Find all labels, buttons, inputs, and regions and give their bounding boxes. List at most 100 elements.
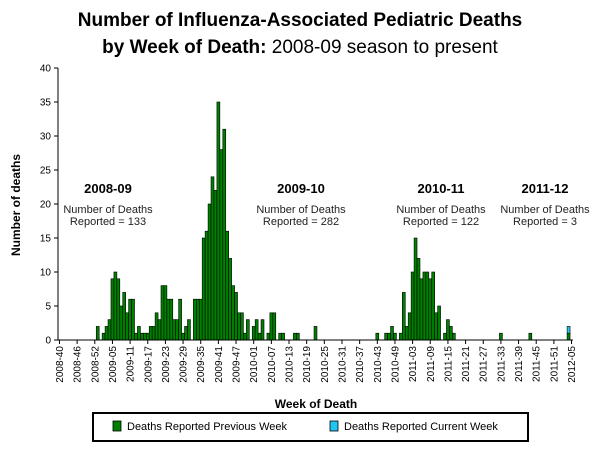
x-axis-title: Week of Death [275, 397, 357, 411]
y-tick-label: 35 [40, 98, 52, 109]
bar-previous-week [293, 332, 297, 341]
y-tick-label: 5 [45, 302, 51, 313]
bar-previous-week [313, 326, 318, 341]
bar-previous-week [160, 285, 165, 341]
bar-previous-week [425, 271, 430, 341]
season-deaths-count: Reported = 3 [513, 216, 577, 228]
bar-previous-week [134, 332, 138, 341]
bar-previous-week [101, 332, 106, 341]
bar-previous-week [422, 271, 427, 341]
bar-previous-week [95, 326, 100, 341]
bar-previous-week [231, 285, 235, 341]
season-label: 2008-09 [84, 181, 132, 196]
bar-previous-week [216, 101, 221, 341]
x-tick-label: 2010-13 [285, 346, 296, 383]
bar-previous-week [143, 332, 147, 341]
bar-previous-week [390, 326, 394, 341]
y-tick-label: 15 [40, 234, 52, 245]
bar-previous-week [431, 271, 435, 341]
legend-label-previous-week: Deaths Reported Previous Week [127, 421, 287, 433]
x-tick-label: 2011-39 [514, 346, 525, 382]
legend: Deaths Reported Previous Week Deaths Rep… [92, 412, 529, 442]
bar-previous-week [210, 176, 215, 341]
bar-previous-week [193, 298, 197, 341]
x-tick-label: 2011-27 [479, 346, 490, 382]
bar-previous-week [181, 332, 185, 341]
x-tick-label: 2011-51 [549, 346, 560, 382]
y-axis-title: Number of deaths [9, 154, 23, 256]
bar-previous-week [157, 319, 162, 341]
legend-swatch-previous-week [112, 420, 122, 432]
bar-previous-week [446, 319, 450, 341]
x-tick-label: 2009-17 [143, 346, 154, 383]
bar-previous-week [410, 271, 415, 341]
bar-previous-week [449, 326, 453, 341]
bar-previous-week [122, 292, 126, 341]
y-tick-label: 10 [40, 268, 52, 279]
bar-previous-week [416, 258, 421, 341]
bar-previous-week [443, 332, 447, 341]
bar-previous-week [163, 285, 168, 341]
y-tick-label: 20 [40, 200, 52, 211]
season-deaths-label: Number of Deaths [500, 204, 590, 216]
bar-previous-week [107, 319, 112, 341]
x-tick-label: 2010-43 [373, 346, 384, 383]
y-tick-label: 30 [40, 132, 52, 143]
bar-previous-week [240, 312, 244, 341]
season-label: 2009-10 [277, 181, 325, 196]
bar-previous-week [154, 312, 159, 341]
season-label: 2011-12 [522, 181, 569, 196]
bar-previous-week [113, 271, 118, 341]
x-tick-label: 2009-47 [232, 346, 243, 383]
x-tick-label: 2011-21 [461, 346, 472, 382]
bar-previous-week [528, 332, 533, 341]
x-tick-label: 2010-49 [390, 346, 401, 383]
bar-previous-week [125, 312, 129, 341]
season-deaths-count: Reported = 282 [263, 216, 339, 228]
bar-previous-week [269, 312, 274, 341]
bar-previous-week [184, 326, 188, 341]
bar-previous-week [254, 319, 259, 341]
bar-previous-week [178, 298, 182, 341]
bar-previous-week [131, 298, 135, 341]
bar-previous-week [419, 278, 424, 341]
bar-previous-week [128, 298, 132, 341]
bar-previous-week [116, 278, 121, 341]
bar-previous-week [243, 332, 247, 341]
y-tick-label: 0 [45, 336, 51, 347]
bar-previous-week [148, 326, 153, 341]
bar-previous-week [151, 326, 156, 341]
y-tick-label: 40 [40, 64, 52, 75]
bar-previous-week [402, 292, 406, 341]
x-tick-label: 2010-31 [337, 346, 348, 383]
x-tick-label: 2011-15 [443, 346, 454, 382]
x-tick-label: 2011-03 [408, 346, 419, 382]
bar-previous-week [228, 258, 232, 341]
bar-previous-week [225, 230, 229, 341]
bar-previous-week [172, 319, 177, 341]
bar-previous-week [387, 332, 391, 341]
bar-previous-week [137, 326, 141, 341]
chart-title-line2: by Week of Death: 2008-09 season to pres… [102, 37, 498, 58]
bar-previous-week [234, 292, 238, 341]
x-tick-label: 2011-09 [426, 346, 437, 382]
bar-previous-week [213, 190, 218, 341]
bar-previous-week [278, 332, 282, 341]
x-tick-label: 2010-07 [267, 346, 278, 383]
x-tick-label: 2008-40 [55, 346, 66, 383]
legend-box [92, 412, 529, 442]
bar-previous-week [166, 298, 171, 341]
bar-previous-week [384, 332, 388, 341]
bar-previous-week [251, 326, 256, 341]
bar-previous-week [198, 298, 203, 341]
bar-previous-week [145, 332, 150, 341]
x-tick-label: 2009-05 [108, 346, 119, 383]
season-deaths-label: Number of Deaths [396, 204, 486, 216]
bar-current-week [566, 326, 571, 334]
bar-previous-week [434, 312, 438, 341]
bar-previous-week [201, 237, 206, 341]
bar-previous-week [187, 319, 191, 341]
